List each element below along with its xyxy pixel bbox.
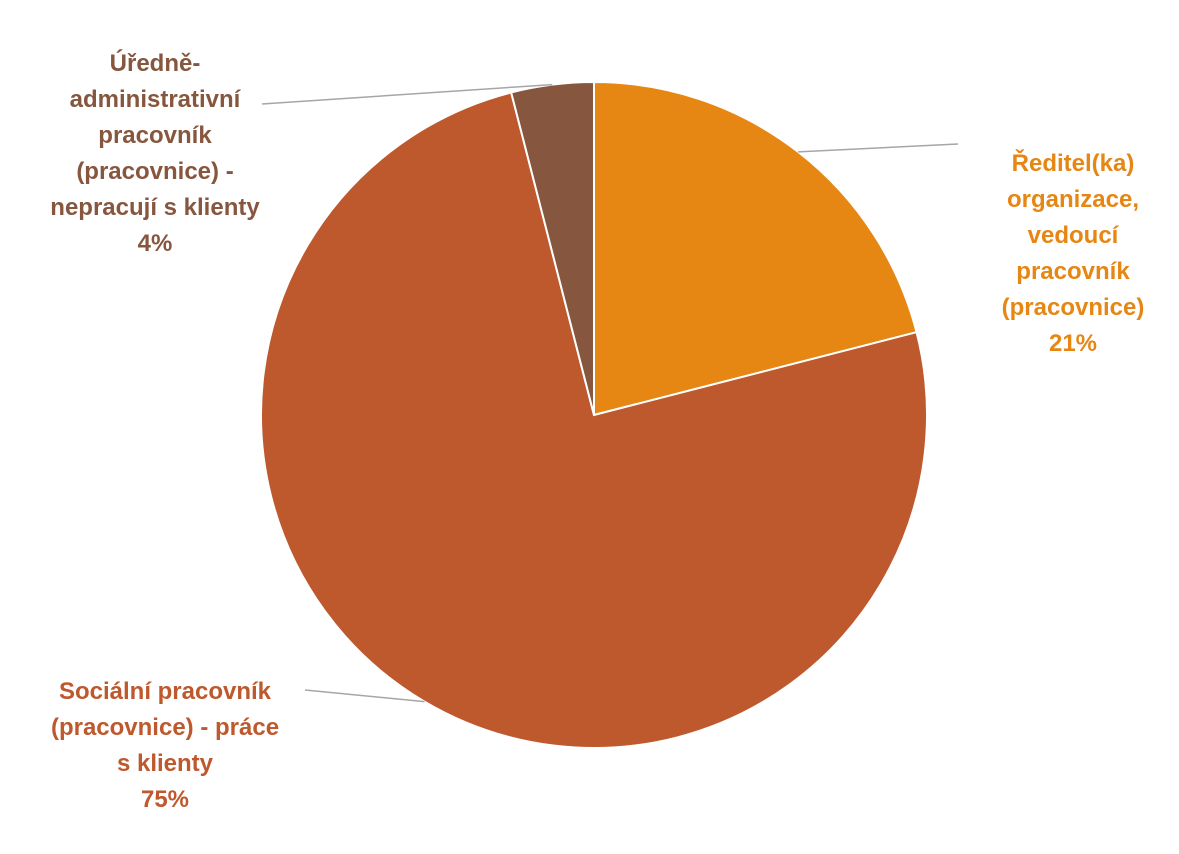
leader-line-director bbox=[798, 143, 959, 153]
pie-slice-director bbox=[593, 80, 918, 417]
leader-line-administrative bbox=[261, 83, 553, 105]
pie-slices bbox=[260, 80, 928, 749]
slice-label-social-worker: Sociální pracovník (pracovnice) - práce … bbox=[5, 638, 325, 854]
slice-label-director-text: Ředitel(ka) organizace, vedoucí pracovní… bbox=[1001, 150, 1145, 321]
slice-label-director-percent: 21% bbox=[1048, 330, 1098, 357]
leader-lines bbox=[261, 83, 959, 703]
leader-line-social-worker bbox=[304, 689, 425, 703]
slice-label-administrative-percent: 4% bbox=[137, 230, 173, 257]
pie-chart bbox=[260, 80, 959, 749]
slice-label-administrative: Úředně- administrativní pracovník (praco… bbox=[35, 10, 275, 298]
slice-label-director: Ředitel(ka) organizace, vedoucí pracovní… bbox=[966, 110, 1179, 398]
slice-label-social-worker-percent: 75% bbox=[140, 786, 190, 813]
slice-label-social-worker-text: Sociální pracovník (pracovnice) - práce … bbox=[50, 678, 280, 777]
slice-label-administrative-text: Úředně- administrativní pracovník (praco… bbox=[50, 50, 260, 221]
